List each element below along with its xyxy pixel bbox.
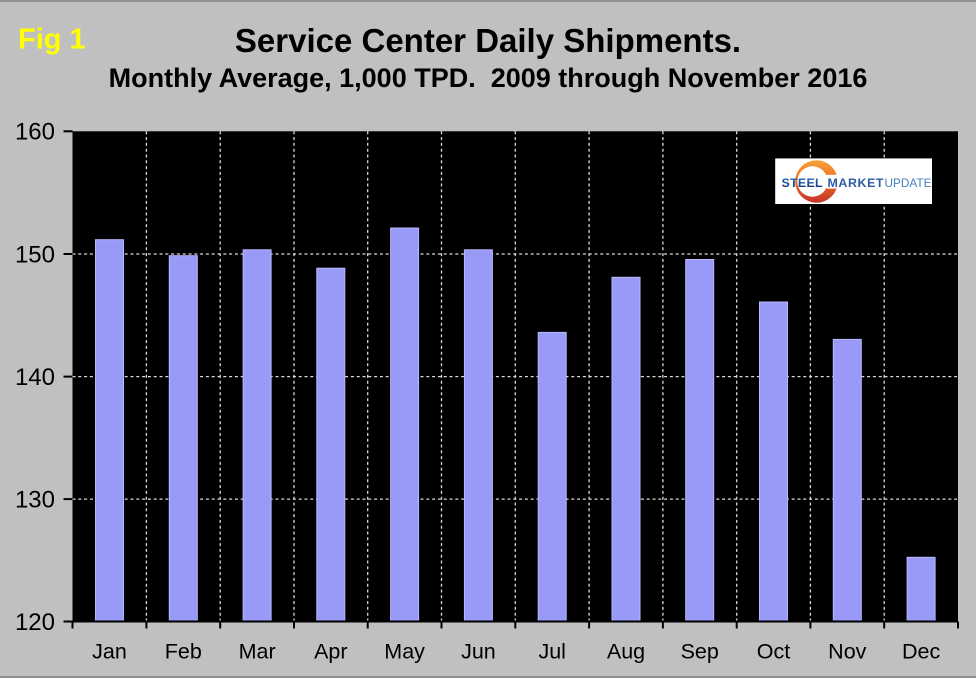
svg-text:160: 160 <box>15 119 55 146</box>
svg-text:Feb: Feb <box>165 640 202 664</box>
svg-text:Fig 1: Fig 1 <box>18 24 86 56</box>
svg-text:Aug: Aug <box>607 640 645 664</box>
svg-text:150: 150 <box>15 241 55 268</box>
svg-text:STEEL: STEEL <box>782 176 824 190</box>
svg-text:MARKET: MARKET <box>828 176 885 190</box>
svg-text:Jul: Jul <box>538 640 565 664</box>
svg-text:UPDATE: UPDATE <box>885 176 932 190</box>
svg-text:Service Center Daily Shipments: Service Center Daily Shipments. <box>235 22 741 59</box>
svg-text:May: May <box>384 640 425 664</box>
svg-text:Jan: Jan <box>92 640 127 664</box>
svg-text:Apr: Apr <box>314 640 347 664</box>
svg-text:Nov: Nov <box>828 640 866 664</box>
svg-text:Mar: Mar <box>239 640 276 664</box>
svg-text:Jun: Jun <box>461 640 496 664</box>
svg-text:130: 130 <box>15 486 55 513</box>
svg-text:Monthly Average, 1,000 TPD. 2: Monthly Average, 1,000 TPD. 2009 through… <box>109 63 868 93</box>
svg-text:Dec: Dec <box>902 640 940 664</box>
svg-text:Oct: Oct <box>757 640 790 664</box>
svg-text:140: 140 <box>15 364 55 391</box>
svg-text:Sep: Sep <box>681 640 719 664</box>
svg-text:120: 120 <box>15 609 55 636</box>
